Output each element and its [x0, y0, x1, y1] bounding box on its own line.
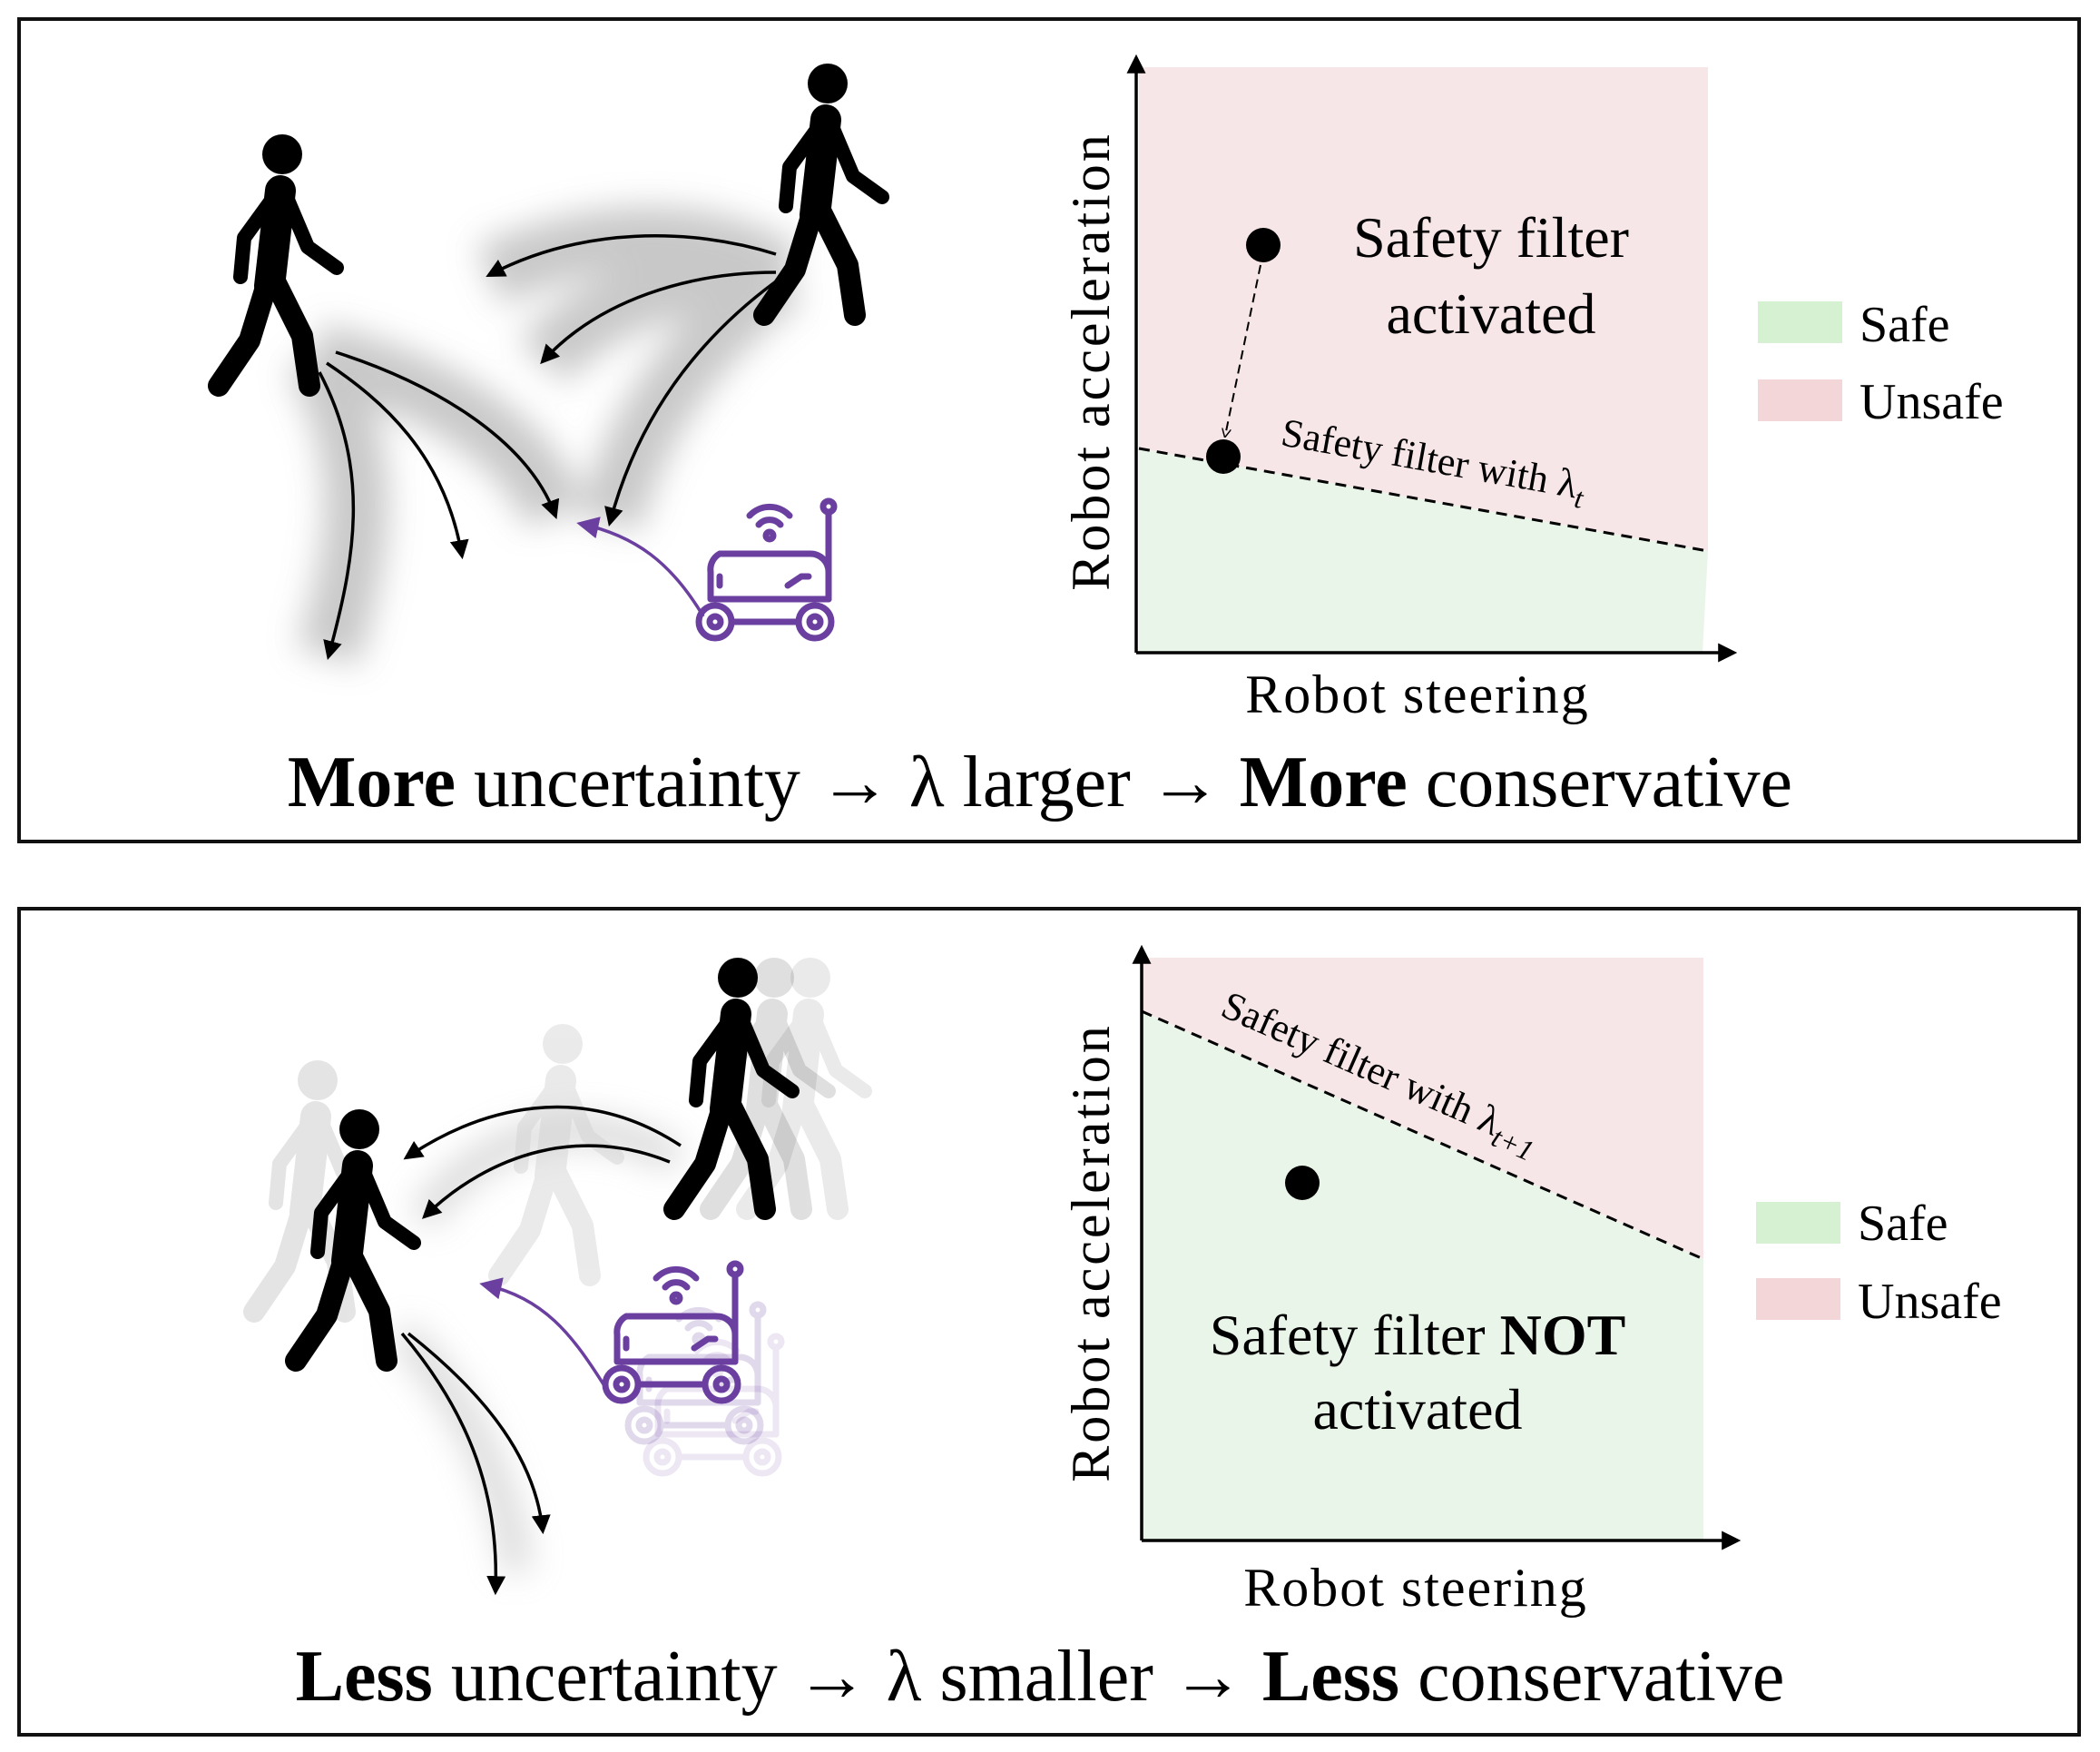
robot-ghost-icon — [628, 1304, 763, 1442]
x-axis-label: Robot steering — [1243, 1558, 1588, 1618]
filter-projection-arrow — [1225, 264, 1261, 436]
safety-filter-boundary — [1141, 1009, 1704, 1261]
pedestrian-trajectory-arrows — [318, 234, 778, 661]
bottom-legend: Safe Unsafe — [1756, 1196, 2002, 1330]
legend-unsafe-label: Unsafe — [1860, 374, 2004, 430]
legend-unsafe-swatch — [1756, 1278, 1840, 1320]
unsafe-region — [1142, 958, 1703, 1259]
pedestrian-icon — [764, 64, 882, 315]
nominal-action-point — [1246, 228, 1281, 262]
annotation-line1: Safety filter — [1353, 205, 1629, 270]
annotation-line2: activated — [1313, 1377, 1523, 1442]
pedestrian-trajectory-arrows — [400, 1105, 682, 1596]
y-axis-label: Robot acceleration — [1061, 1023, 1121, 1481]
nominal-action-point — [1285, 1166, 1320, 1200]
bottom-chart: Safety filter NOT activated Safety filte… — [1061, 944, 1742, 1618]
top-legend: Safe Unsafe — [1758, 297, 2004, 430]
robot-icon — [605, 1264, 741, 1401]
bottom-illustration — [254, 958, 865, 1596]
legend-safe-label: Safe — [1860, 297, 1950, 353]
uncertainty-halo — [392, 1117, 683, 1572]
top-panel-border — [17, 17, 2081, 843]
legend-safe-swatch — [1758, 301, 1842, 343]
legend-safe-label: Safe — [1858, 1196, 1948, 1252]
bottom-panel-border — [17, 907, 2081, 1737]
filtered-action-point — [1206, 439, 1241, 474]
top-caption: More uncertainty → λ larger → More conse… — [288, 743, 1792, 822]
y-axis-label: Robot acceleration — [1061, 132, 1121, 590]
bottom-caption: Less uncertainty → λ smaller → Less cons… — [296, 1637, 1785, 1717]
legend-unsafe-label: Unsafe — [1858, 1274, 2002, 1330]
robot-icon — [699, 501, 834, 638]
safe-region — [1142, 1011, 1703, 1540]
annotation-line2: activated — [1387, 281, 1596, 346]
annotation-line1: Safety filter NOT — [1210, 1303, 1626, 1367]
top-chart: Safety filter activated Safety filter wi… — [1061, 54, 1738, 724]
top-illustration — [219, 64, 882, 665]
robot-trajectory-arrow — [479, 1277, 605, 1385]
legend-safe-swatch — [1756, 1202, 1840, 1244]
legend-unsafe-swatch — [1758, 379, 1842, 421]
unsafe-region — [1139, 67, 1708, 551]
x-axis-label: Robot steering — [1245, 664, 1590, 724]
safe-region — [1139, 448, 1708, 653]
robot-trajectory-arrow — [576, 517, 705, 617]
